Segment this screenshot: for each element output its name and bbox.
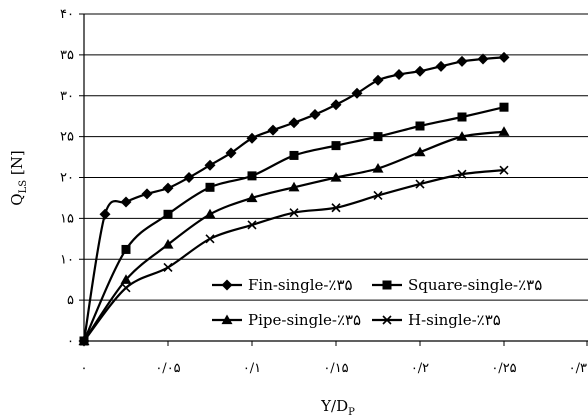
data-point-diamond-11 xyxy=(309,109,321,121)
legend-marker-x xyxy=(382,315,392,325)
data-point-diamond-8 xyxy=(246,132,258,144)
data-point-square-5 xyxy=(289,150,299,160)
x-tick-label-6: ۰/۳ xyxy=(569,361,587,376)
data-point-x-1 xyxy=(121,283,131,293)
data-point-triangle-10 xyxy=(498,126,510,136)
x-tick-label-2: ۰/۱ xyxy=(243,361,261,376)
y-tick-label-8: ۴۰ xyxy=(60,7,74,22)
x-tick-label-0: ۰ xyxy=(81,361,88,376)
series-diamond xyxy=(78,51,510,347)
data-point-triangle-7 xyxy=(372,163,384,173)
data-point-diamond-10 xyxy=(288,117,300,129)
data-point-diamond-5 xyxy=(183,172,195,183)
data-point-triangle-5 xyxy=(288,181,300,192)
x-axis-label: Y/DP xyxy=(320,397,355,418)
data-point-diamond-17 xyxy=(435,60,447,72)
series-line-square xyxy=(83,106,505,342)
data-point-square-1 xyxy=(121,244,131,254)
y-axis-label: QLS [N] xyxy=(8,150,29,205)
series-triangle xyxy=(78,126,510,346)
legend-label-diamond: Fin-single-٪۳۵ xyxy=(248,276,353,294)
data-point-square-10 xyxy=(499,102,509,112)
data-point-triangle-1 xyxy=(120,274,132,284)
x-tick-label-4: ۰/۲ xyxy=(411,361,429,376)
data-point-square-6 xyxy=(331,141,341,151)
legend-marker-triangle xyxy=(221,314,233,325)
y-tick-label-6: ۳۰ xyxy=(60,89,74,104)
data-point-triangle-6 xyxy=(330,172,342,182)
data-point-x-6 xyxy=(331,203,341,213)
data-point-diamond-19 xyxy=(477,53,489,65)
data-point-x-9 xyxy=(457,169,467,179)
series-line-triangle xyxy=(83,130,505,342)
data-point-x-2 xyxy=(163,262,173,272)
x-axis-label-subscript: P xyxy=(348,407,355,418)
x-tick-label-1: ۰/۰۵ xyxy=(155,361,180,376)
data-point-x-3 xyxy=(205,234,215,244)
legend-entry-diamond: Fin-single-٪۳۵ xyxy=(212,276,353,294)
legend-entry-square: Square-single-٪۳۵ xyxy=(372,276,542,294)
data-point-diamond-6 xyxy=(204,159,216,171)
data-point-x-8 xyxy=(415,179,425,189)
data-point-x-5 xyxy=(289,208,299,218)
y-tick-label-7: ۳۵ xyxy=(60,48,74,63)
y-tick-label-3: ۱۵ xyxy=(60,211,74,226)
data-point-diamond-2 xyxy=(120,196,132,208)
legend-marker-square xyxy=(382,280,392,290)
data-point-triangle-9 xyxy=(456,131,468,141)
y-axis-ticks: ۰ ۵ ۱۰ ۱۵ ۲۰ ۲۵ ۳۰ ۳۵ ۴۰ xyxy=(60,7,84,349)
data-point-x-7 xyxy=(373,190,383,201)
data-point-diamond-7 xyxy=(225,147,237,159)
data-point-diamond-16 xyxy=(414,65,426,77)
series-layer xyxy=(78,51,510,347)
data-point-diamond-1 xyxy=(99,208,111,220)
data-point-x-10 xyxy=(499,165,509,175)
legend-entry-x: H-single-٪۳۵ xyxy=(372,311,501,329)
data-point-triangle-3 xyxy=(204,208,216,219)
data-point-diamond-4 xyxy=(162,182,174,194)
y-tick-label-0: ۰ xyxy=(67,334,74,349)
data-point-diamond-15 xyxy=(393,68,405,80)
data-point-diamond-9 xyxy=(267,124,279,136)
y-axis-label-subscript: LS xyxy=(18,180,29,194)
data-point-diamond-14 xyxy=(372,74,384,86)
data-point-diamond-12 xyxy=(330,99,342,111)
x-axis-label-main: Y/D xyxy=(320,397,348,415)
y-tick-label-1: ۵ xyxy=(67,293,74,308)
y-axis-label-main: Q xyxy=(8,193,26,205)
series-square xyxy=(79,102,509,346)
series-x xyxy=(79,165,509,346)
data-point-square-8 xyxy=(415,121,425,131)
gridlines xyxy=(84,13,588,301)
x-axis-ticks: ۰ ۰/۰۵ ۰/۱ ۰/۱۵ ۰/۲ ۰/۲۵ ۰/۳ xyxy=(81,341,588,376)
data-point-x-4 xyxy=(247,220,257,230)
data-point-x-0 xyxy=(79,336,89,346)
y-axis-label-unit: [N] xyxy=(8,150,26,180)
legend-label-square: Square-single-٪۳۵ xyxy=(408,276,542,294)
data-point-triangle-8 xyxy=(414,146,426,157)
data-point-diamond-20 xyxy=(498,51,510,63)
legend: Fin-single-٪۳۵ Square-single-٪۳۵ Pipe-sing… xyxy=(212,276,542,329)
data-point-diamond-13 xyxy=(351,87,363,99)
data-point-square-4 xyxy=(247,171,257,181)
data-point-triangle-4 xyxy=(246,192,258,203)
data-point-square-7 xyxy=(373,132,383,142)
data-point-square-3 xyxy=(205,182,215,192)
data-point-diamond-18 xyxy=(456,55,468,67)
y-tick-label-2: ۱۰ xyxy=(60,252,74,267)
y-tick-label-5: ۲۵ xyxy=(60,130,74,145)
data-point-square-2 xyxy=(163,209,173,219)
y-tick-label-4: ۲۰ xyxy=(60,171,74,186)
data-point-square-9 xyxy=(457,112,467,122)
legend-entry-triangle: Pipe-single-٪۳۵ xyxy=(212,311,361,329)
x-tick-label-3: ۰/۱۵ xyxy=(323,361,348,376)
legend-label-x: H-single-٪۳۵ xyxy=(408,311,501,329)
legend-marker-diamond xyxy=(221,279,233,291)
legend-label-triangle: Pipe-single-٪۳۵ xyxy=(248,311,361,329)
data-point-diamond-3 xyxy=(141,188,153,200)
x-tick-label-5: ۰/۲۵ xyxy=(491,361,516,376)
data-point-triangle-2 xyxy=(162,239,174,249)
